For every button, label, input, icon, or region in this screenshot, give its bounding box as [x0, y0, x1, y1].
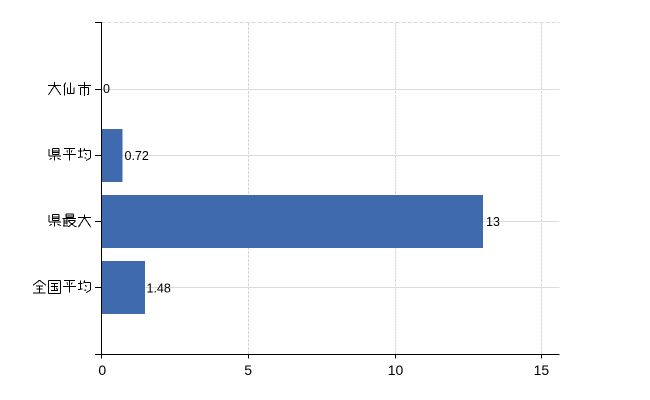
svg-text:0: 0	[103, 82, 110, 96]
svg-text:13: 13	[486, 215, 500, 229]
svg-text:10: 10	[388, 362, 404, 378]
svg-text:0: 0	[98, 362, 106, 378]
svg-text:5: 5	[244, 362, 252, 378]
svg-text:15: 15	[534, 362, 550, 378]
svg-text:1.48: 1.48	[147, 282, 171, 296]
svg-text:0.72: 0.72	[125, 149, 149, 163]
